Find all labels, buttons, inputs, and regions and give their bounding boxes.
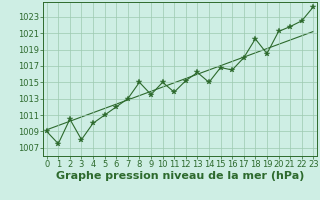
X-axis label: Graphe pression niveau de la mer (hPa): Graphe pression niveau de la mer (hPa) — [56, 171, 304, 181]
